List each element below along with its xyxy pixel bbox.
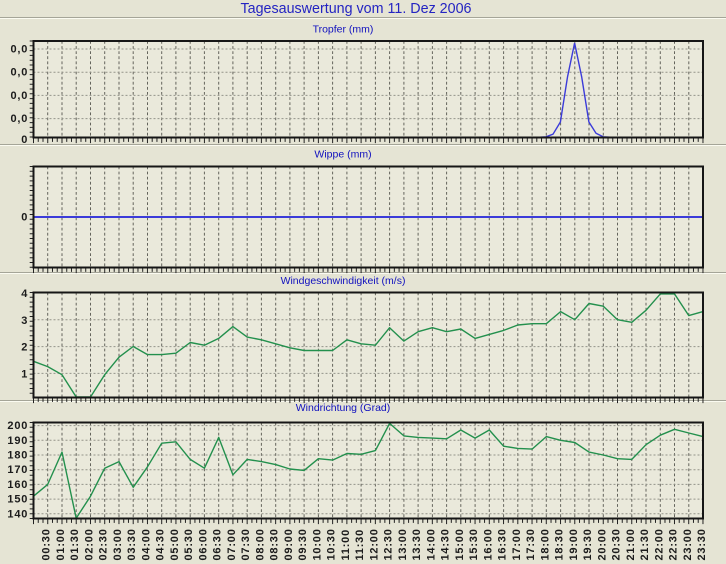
svg-text:13:30: 13:30 <box>411 528 423 560</box>
svg-text:08:00: 08:00 <box>254 528 266 560</box>
svg-text:0,0: 0,0 <box>10 113 28 125</box>
svg-text:07:30: 07:30 <box>240 528 252 560</box>
svg-text:3: 3 <box>21 315 28 327</box>
svg-text:0,0: 0,0 <box>10 90 28 102</box>
svg-text:160: 160 <box>7 479 28 491</box>
svg-text:200: 200 <box>7 420 28 432</box>
svg-text:03:00: 03:00 <box>112 528 124 560</box>
svg-text:190: 190 <box>7 435 28 447</box>
svg-text:16:00: 16:00 <box>482 528 494 560</box>
svg-text:07:00: 07:00 <box>226 528 238 560</box>
svg-text:18:00: 18:00 <box>539 528 551 560</box>
svg-text:Tagesauswertung vom 11. Dez 20: Tagesauswertung vom 11. Dez 2006 <box>240 1 471 17</box>
svg-text:04:00: 04:00 <box>141 528 153 560</box>
svg-text:17:00: 17:00 <box>511 528 523 560</box>
svg-text:4: 4 <box>21 288 28 300</box>
svg-text:03:30: 03:30 <box>126 528 138 560</box>
svg-text:06:30: 06:30 <box>212 528 224 560</box>
svg-text:20:30: 20:30 <box>611 528 623 560</box>
svg-text:14:00: 14:00 <box>425 528 437 560</box>
svg-text:01:30: 01:30 <box>69 528 81 560</box>
svg-text:11:30: 11:30 <box>354 529 366 561</box>
svg-text:18:30: 18:30 <box>554 528 566 560</box>
svg-text:22:00: 22:00 <box>653 528 665 560</box>
svg-text:170: 170 <box>7 464 28 476</box>
svg-text:05:30: 05:30 <box>183 528 195 560</box>
svg-text:180: 180 <box>7 450 28 462</box>
svg-text:09:30: 09:30 <box>297 528 309 560</box>
svg-text:15:00: 15:00 <box>454 528 466 560</box>
svg-text:Windrichtung (Grad): Windrichtung (Grad) <box>296 402 391 414</box>
svg-text:12:30: 12:30 <box>383 528 395 560</box>
svg-text:00:30: 00:30 <box>41 528 53 560</box>
svg-text:22:30: 22:30 <box>668 528 680 560</box>
svg-text:04:30: 04:30 <box>155 528 167 560</box>
svg-text:0,0: 0,0 <box>10 67 28 79</box>
svg-text:Tropfer (mm): Tropfer (mm) <box>313 24 374 36</box>
svg-text:16:30: 16:30 <box>497 528 509 560</box>
svg-text:21:00: 21:00 <box>625 528 637 560</box>
svg-text:12:00: 12:00 <box>368 528 380 560</box>
svg-text:10:00: 10:00 <box>311 528 323 560</box>
svg-text:05:00: 05:00 <box>169 528 181 560</box>
svg-text:1: 1 <box>21 368 28 380</box>
svg-text:02:30: 02:30 <box>98 528 110 560</box>
svg-text:23:30: 23:30 <box>696 528 708 560</box>
svg-text:0: 0 <box>21 212 28 224</box>
svg-text:23:00: 23:00 <box>682 528 694 560</box>
svg-text:02:00: 02:00 <box>84 528 96 560</box>
svg-text:11:00: 11:00 <box>340 529 352 561</box>
svg-text:Windgeschwindigkeit (m/s): Windgeschwindigkeit (m/s) <box>281 275 406 287</box>
svg-text:09:00: 09:00 <box>283 528 295 560</box>
svg-text:06:00: 06:00 <box>197 528 209 560</box>
svg-text:13:00: 13:00 <box>397 528 409 560</box>
svg-text:14:30: 14:30 <box>440 528 452 560</box>
svg-text:19:30: 19:30 <box>582 528 594 560</box>
svg-text:21:30: 21:30 <box>639 528 651 560</box>
svg-text:Wippe (mm): Wippe (mm) <box>314 149 371 161</box>
svg-text:19:00: 19:00 <box>568 528 580 560</box>
svg-text:10:30: 10:30 <box>326 528 338 560</box>
svg-text:140: 140 <box>7 508 28 520</box>
svg-text:08:30: 08:30 <box>269 528 281 560</box>
svg-text:01:00: 01:00 <box>55 528 67 560</box>
svg-text:2: 2 <box>21 342 28 354</box>
svg-text:0: 0 <box>21 134 28 146</box>
svg-text:17:30: 17:30 <box>525 528 537 560</box>
svg-text:0,0: 0,0 <box>10 44 28 56</box>
svg-text:15:30: 15:30 <box>468 528 480 560</box>
svg-text:20:00: 20:00 <box>596 528 608 560</box>
svg-text:150: 150 <box>7 494 28 506</box>
